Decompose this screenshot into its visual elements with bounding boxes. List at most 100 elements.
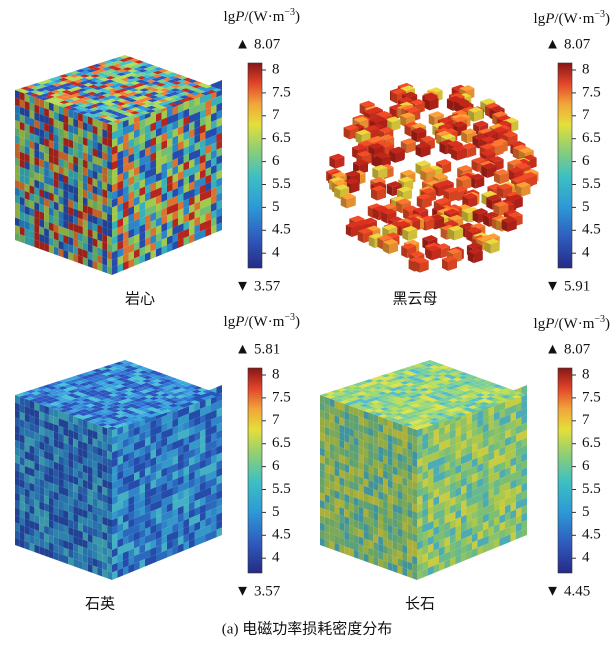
voxel-face (48, 474, 54, 484)
voxel-face (334, 415, 340, 425)
voxel-face (112, 427, 118, 438)
voxel-face (156, 552, 162, 562)
voxel-face (123, 505, 129, 516)
voxel-face (128, 62, 139, 66)
voxel-face (128, 91, 139, 96)
voxel-face (353, 467, 359, 477)
voxel-face (473, 251, 483, 264)
voxel-face (461, 529, 467, 540)
voxel-face (409, 98, 425, 105)
voxel-face (163, 375, 174, 380)
voxel-face (189, 113, 195, 124)
voxel-face (39, 456, 45, 466)
voxel-face (192, 386, 203, 390)
voxel-face (189, 531, 195, 541)
voxel-face (200, 154, 206, 164)
voxel-face (39, 203, 45, 213)
voxel-face (97, 439, 103, 449)
voxel-face (383, 455, 388, 465)
voxel-face (466, 490, 472, 500)
voxel-face (103, 388, 115, 392)
voxel-face (103, 86, 114, 90)
voxel-face (461, 131, 468, 144)
voxel-face (34, 134, 40, 144)
voxel-face (48, 184, 54, 194)
voxel-face (77, 84, 89, 89)
voxel-face (91, 402, 102, 406)
voxel-face (157, 102, 168, 106)
voxel-face (195, 395, 207, 399)
voxel-face (82, 487, 88, 497)
colorbar-tick-label: 6 (272, 153, 280, 169)
voxel-face (120, 382, 131, 387)
voxel-face (183, 228, 189, 239)
voxel-face (97, 432, 103, 442)
voxel-face (206, 90, 217, 94)
voxel-face (73, 384, 84, 388)
voxel-face (15, 440, 20, 450)
voxel-face (145, 504, 151, 514)
voxel-face (161, 467, 167, 478)
voxel-face (29, 535, 35, 545)
voxel-face (167, 107, 173, 118)
voxel-face (387, 442, 393, 452)
title-part: /(W·m (244, 314, 284, 330)
voxel-face (511, 176, 527, 183)
voxel-face (200, 146, 206, 157)
voxel-face (125, 410, 136, 415)
voxel-face (115, 102, 127, 106)
voxel-face (413, 389, 425, 394)
voxel-face (147, 69, 159, 73)
colorbar-tick-label: 8 (272, 366, 280, 382)
voxel-face (404, 124, 411, 137)
voxel-face (205, 189, 211, 200)
voxel-face (97, 492, 103, 502)
voxel-face (483, 453, 489, 463)
voxel-face (92, 253, 98, 263)
voxel-face (73, 163, 79, 173)
voxel-face (368, 495, 374, 505)
voxel-face (194, 536, 200, 547)
voxel-face (189, 478, 195, 489)
voxel-face (194, 401, 200, 412)
voxel-face (172, 418, 178, 428)
voxel-face (423, 419, 435, 423)
voxel-face (135, 414, 146, 418)
voxel-face (24, 91, 36, 96)
voxel-face (145, 206, 151, 217)
voxel-face (97, 194, 103, 204)
voxel-face (58, 545, 64, 555)
voxel-face (67, 389, 78, 394)
voxel-face (34, 402, 40, 412)
voxel-face (161, 170, 167, 180)
voxel-face (90, 379, 101, 383)
voxel-face (418, 421, 429, 425)
voxel-face (331, 389, 342, 394)
voxel-face (39, 398, 51, 402)
voxel-face (15, 217, 20, 227)
voxel-face (182, 77, 193, 82)
voxel-face (156, 164, 162, 175)
voxel-face (97, 454, 103, 464)
voxel-face (114, 414, 125, 418)
voxel-face (456, 175, 472, 182)
voxel-face (361, 393, 372, 397)
voxel-face (48, 437, 54, 447)
voxel-face (82, 547, 88, 557)
voxel-face (44, 465, 49, 475)
voxel-face (466, 386, 477, 390)
voxel-face (368, 487, 374, 497)
voxel-face (124, 388, 135, 392)
voxel-face (171, 81, 182, 85)
voxel-face (183, 198, 189, 209)
voxel-face (87, 116, 93, 126)
voxel-face (211, 514, 217, 525)
voxel-face (194, 141, 200, 152)
voxel-face (492, 111, 508, 118)
voxel-face (183, 138, 189, 149)
voxel-face (461, 432, 467, 442)
voxel-face (415, 409, 426, 413)
voxel-face (401, 246, 408, 259)
voxel-face (121, 405, 132, 409)
voxel-face (420, 381, 431, 385)
